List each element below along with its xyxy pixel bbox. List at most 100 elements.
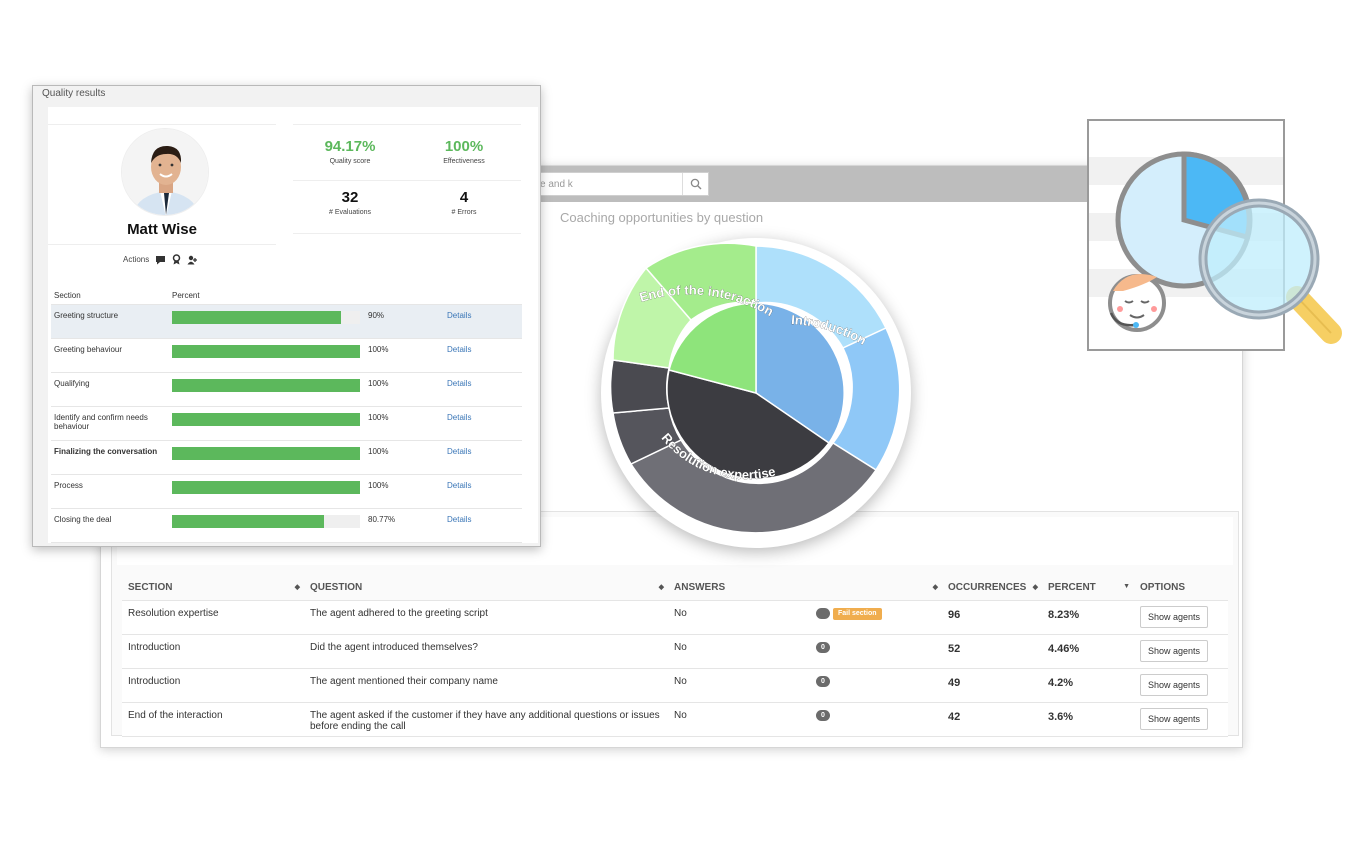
comment-icon[interactable] [155, 255, 166, 265]
actions-bar: Actions [123, 254, 198, 265]
quality-results-card: Quality results Matt Wise Ac [32, 85, 541, 547]
details-link[interactable]: Details [444, 474, 522, 509]
percent-value: 80.77% [365, 508, 444, 543]
show-agents-button[interactable]: Show agents [1140, 673, 1209, 696]
show-agents-button[interactable]: Show agents [1140, 639, 1209, 662]
section-name: Process [51, 474, 169, 509]
percent-bar-fill [172, 514, 324, 528]
effectiveness-stat: 100% Effectiveness [407, 138, 521, 165]
segment-resolution-expertise[interactable] [666, 369, 831, 480]
award-icon[interactable] [172, 254, 181, 265]
percent-bar-fill [172, 310, 342, 324]
col-percent[interactable]: PERCENT ▼ [1042, 576, 1134, 601]
evaluations-stat: 32 # Evaluations [293, 189, 407, 216]
search-input[interactable]: e and k [540, 178, 573, 190]
users-icon[interactable] [187, 255, 198, 265]
cell-percent: 4.46% [1042, 634, 1134, 669]
percent-value: 100% [365, 406, 444, 441]
segment-resolution-outer-3[interactable] [609, 359, 670, 414]
fail-section-badge: Fail section [833, 607, 882, 620]
cell-options: Show agents [1134, 702, 1228, 737]
col-section[interactable]: SECTION ◆ [122, 576, 304, 601]
section-name: Greeting behaviour [51, 338, 169, 373]
report-illustration [1087, 119, 1342, 351]
show-agents-button[interactable]: Show agents [1140, 707, 1209, 730]
cell-section: Introduction [122, 668, 304, 703]
coaching-donut-chart: End of the interaction Introduction Reso… [601, 238, 911, 548]
questions-table: SECTION ◆ QUESTION ◆ ANSWERS ◆ OCCURRENCES ◆… [122, 576, 1228, 737]
actions-label: Actions [123, 255, 150, 264]
cell-percent: 8.23% [1042, 600, 1134, 635]
sort-icon[interactable]: ◆ [1032, 584, 1038, 591]
percent-bar [169, 474, 365, 509]
questions-panel: SECTION ◆ QUESTION ◆ ANSWERS ◆ OCCURRENCES ◆… [111, 511, 1239, 737]
details-link[interactable]: Details [444, 372, 522, 407]
section-percent-table: Section Percent Greeting structure 90% Det… [51, 287, 522, 543]
segment-end-outer-2[interactable] [644, 242, 757, 322]
details-link[interactable]: Details [444, 406, 522, 441]
answer-toggle[interactable] [816, 608, 830, 619]
search-icon [690, 178, 701, 190]
col-occurrences[interactable]: OCCURRENCES ◆ [942, 576, 1042, 601]
agent-face-icon [1108, 274, 1166, 332]
section-name: Identify and confirm needs behaviour [51, 406, 169, 441]
errors-label: # Errors [451, 209, 477, 216]
search-button[interactable] [682, 173, 708, 195]
percent-bar [169, 406, 365, 441]
details-link[interactable]: Details [444, 338, 522, 373]
count-badge: 0 [816, 709, 830, 721]
errors-value: 4 [459, 189, 469, 206]
percent-bar-fill [172, 480, 360, 494]
agent-photo [122, 129, 208, 215]
col-question[interactable]: QUESTION ◆ [304, 576, 668, 601]
magnifier-chart-icon [1089, 151, 1342, 344]
evaluations-value: 32 [341, 189, 359, 206]
details-link[interactable]: Details [444, 304, 522, 339]
sort-desc-icon[interactable]: ▼ [1123, 583, 1130, 590]
quality-score-value: 94.17% [324, 138, 376, 155]
table-row: End of the interaction The agent asked if… [122, 702, 1228, 737]
stats-divider [293, 180, 521, 181]
percent-value: 100% [365, 372, 444, 407]
details-link[interactable]: Details [444, 508, 522, 543]
section-row: Finalizing the conversation 100% Details [51, 440, 522, 475]
cell-occurrences: 49 [942, 668, 1042, 703]
segment-resolution-outer[interactable] [629, 439, 878, 534]
avatar [121, 128, 209, 216]
donut-svg: End of the interaction Introduction Reso… [609, 242, 901, 534]
cell-badge: 0 [810, 668, 942, 703]
percent-value: 100% [365, 440, 444, 475]
table-row: Introduction The agent mentioned their co… [122, 668, 1228, 703]
percent-bar [169, 372, 365, 407]
col-options: OPTIONS [1134, 576, 1228, 601]
sort-icon[interactable]: ◆ [932, 584, 938, 591]
section-name: Finalizing the conversation [51, 440, 169, 475]
section-row: Closing the deal 80.77% Details [51, 508, 522, 543]
cell-badge: Fail section [810, 600, 942, 635]
percent-bar [169, 338, 365, 373]
sort-icon[interactable]: ◆ [294, 584, 300, 591]
cell-options: Show agents [1134, 600, 1228, 635]
count-badge: 0 [816, 675, 830, 687]
cell-section: End of the interaction [122, 702, 304, 737]
cell-options: Show agents [1134, 668, 1228, 703]
table-row: Introduction Did the agent introduced the… [122, 634, 1228, 669]
cell-occurrences: 42 [942, 702, 1042, 737]
section-name: Greeting structure [51, 304, 169, 339]
cell-section: Resolution expertise [122, 600, 304, 635]
cell-answer: No [668, 702, 810, 737]
sort-icon[interactable]: ◆ [658, 584, 664, 591]
agent-profile: Matt Wise [48, 124, 276, 245]
cell-question: The agent mentioned their company name [304, 668, 668, 703]
card-body: Matt Wise Actions 94.17% Quality score 1… [48, 107, 538, 543]
col-percent-header: Percent [169, 287, 365, 305]
details-link[interactable]: Details [444, 440, 522, 475]
search-box[interactable]: e and k [521, 172, 709, 196]
show-agents-button[interactable]: Show agents [1140, 605, 1209, 628]
col-answers[interactable]: ANSWERS ◆ [668, 576, 942, 601]
cell-section: Introduction [122, 634, 304, 669]
segment-end-of-interaction[interactable] [668, 302, 757, 394]
cell-question: The agent asked if the customer if they … [304, 702, 668, 737]
effectiveness-value: 100% [444, 138, 484, 155]
section-row: Greeting behaviour 100% Details [51, 338, 522, 373]
